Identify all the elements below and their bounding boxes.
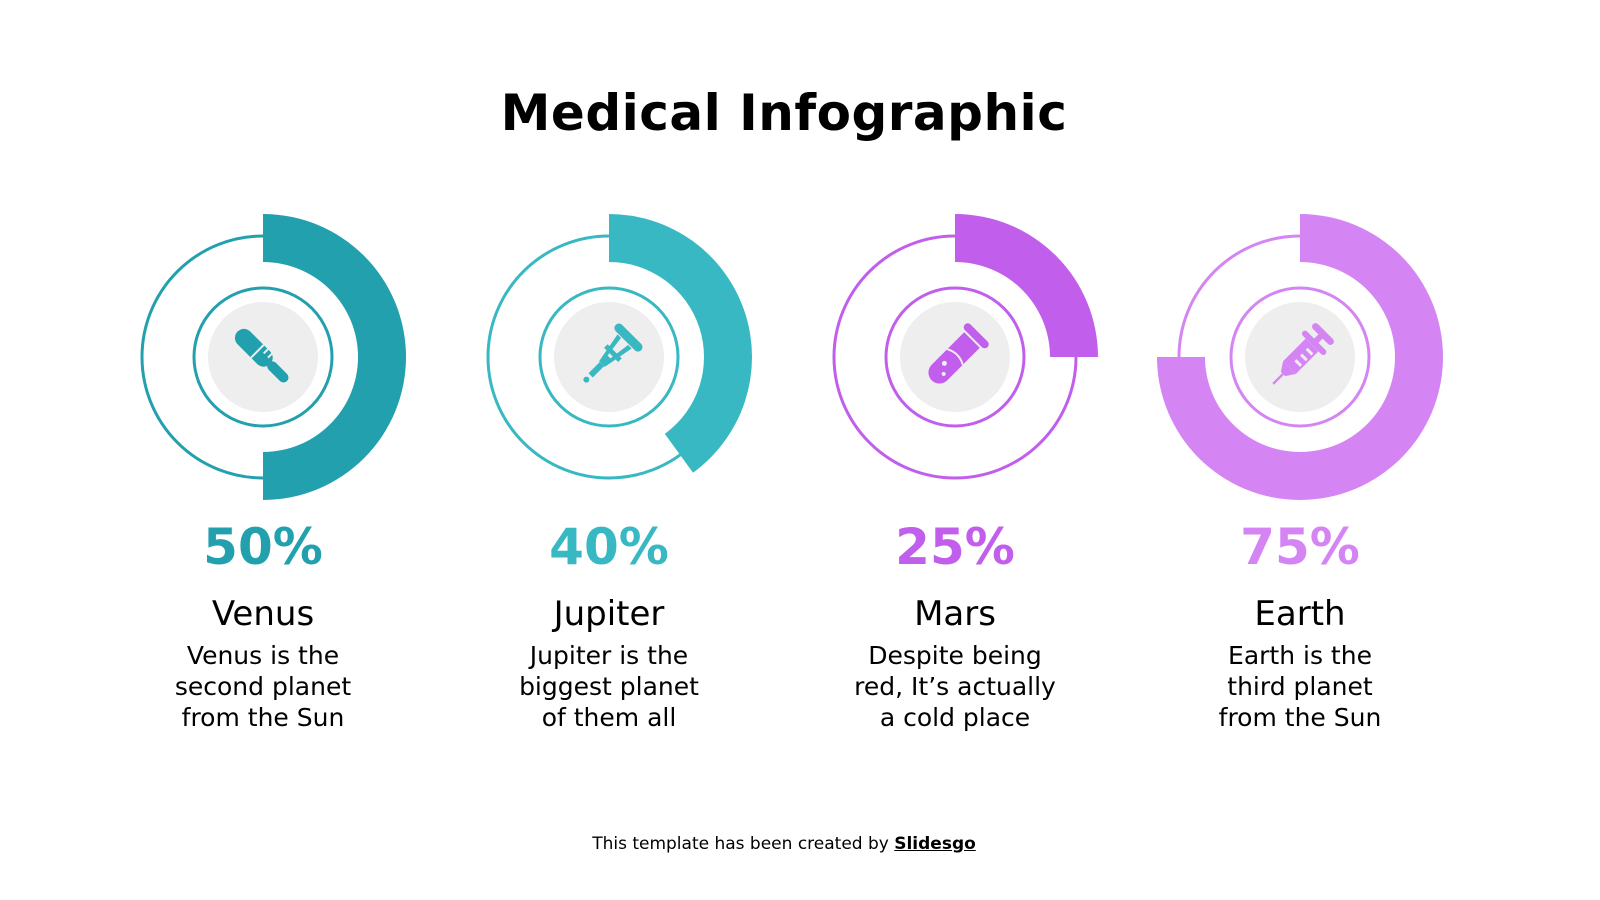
progress-arc <box>263 214 406 500</box>
syringe-icon <box>1272 323 1334 385</box>
progress-arc <box>955 214 1098 357</box>
item-venus: 50% Venus Venus is the second planet fro… <box>103 200 423 733</box>
crutch-icon <box>583 323 643 383</box>
item-name: Mars <box>914 594 996 634</box>
item-description: Earth is the third planet from the Sun <box>1218 641 1382 732</box>
icon-background <box>554 302 664 412</box>
footer-text: This template has been created by <box>592 834 895 854</box>
progress-donut <box>486 214 752 480</box>
test-tube-icon <box>928 323 989 384</box>
item-earth: 75% Earth Earth is the third planet from… <box>1140 200 1460 733</box>
item-name: Jupiter <box>553 594 665 634</box>
item-description: Venus is the second planet from the Sun <box>174 641 352 732</box>
footer-credit: This template has been created by Slides… <box>0 834 1568 854</box>
progress-arc <box>1157 214 1443 500</box>
item-description: Despite being red, It’s actually a cold … <box>854 641 1056 732</box>
progress-arc <box>609 214 752 473</box>
item-name: Earth <box>1254 594 1346 634</box>
percent-label: 50% <box>203 518 323 576</box>
item-jupiter: 40% Jupiter Jupiter is the biggest plane… <box>449 200 769 733</box>
item-name: Venus <box>211 594 315 634</box>
percent-label: 25% <box>895 518 1015 576</box>
page-title: Medical Infographic <box>500 84 1068 142</box>
progress-donut <box>832 214 1098 480</box>
thermometer-icon <box>234 328 289 383</box>
percent-label: 40% <box>549 518 669 576</box>
slidesgo-link[interactable]: Slidesgo <box>894 834 976 854</box>
item-description: Jupiter is the biggest planet of them al… <box>519 641 699 732</box>
item-mars: 25% Mars Despite being red, It’s actuall… <box>795 200 1115 733</box>
progress-donut <box>140 214 406 500</box>
percent-label: 75% <box>1240 518 1360 576</box>
progress-donut <box>1157 214 1443 500</box>
